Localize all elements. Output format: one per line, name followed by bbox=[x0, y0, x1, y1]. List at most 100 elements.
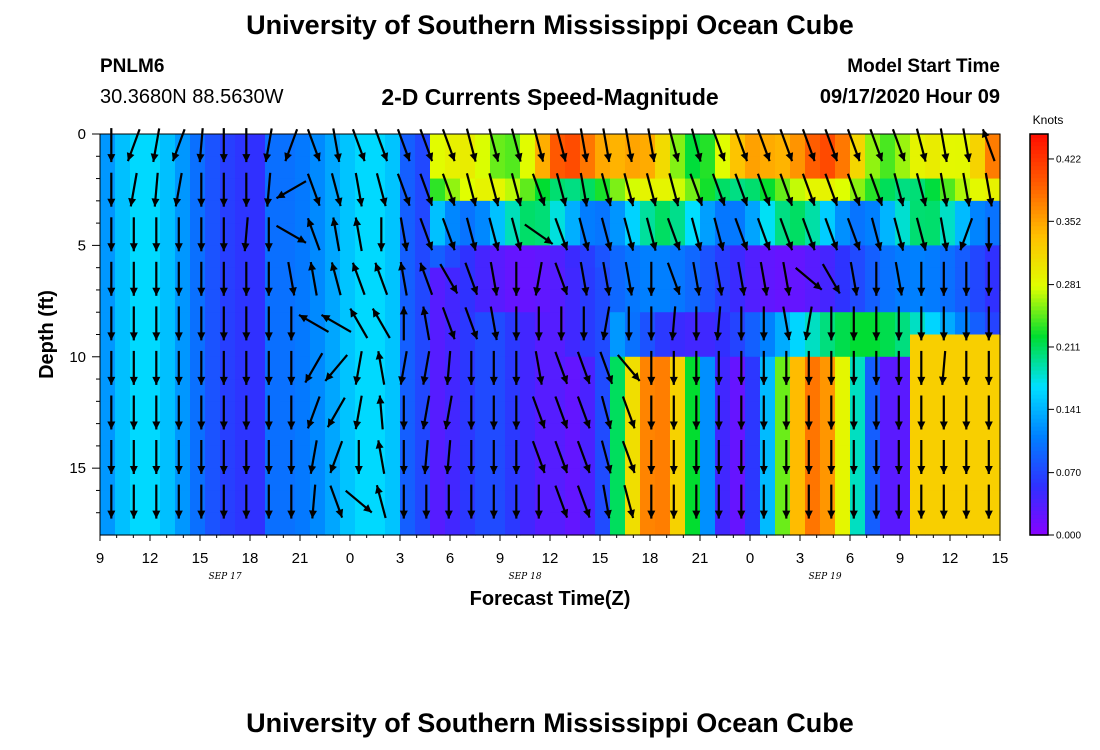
heatmap-cell bbox=[895, 468, 911, 492]
current-arrow bbox=[849, 350, 858, 385]
heatmap-cell bbox=[205, 134, 221, 157]
heatmap-cell bbox=[175, 289, 191, 313]
heatmap-cell bbox=[640, 267, 656, 291]
heatmap-cell bbox=[775, 289, 791, 313]
arrow-head bbox=[959, 241, 967, 251]
heatmap-cell bbox=[400, 445, 416, 469]
heatmap-cell bbox=[445, 289, 461, 313]
heatmap-cell bbox=[490, 512, 506, 536]
heatmap-cell bbox=[595, 401, 611, 425]
heatmap-cell bbox=[640, 401, 656, 425]
heatmap-cell bbox=[520, 289, 536, 313]
heatmap-cell bbox=[760, 512, 776, 536]
arrow-head bbox=[984, 421, 993, 430]
x-tick-label: 0 bbox=[746, 550, 754, 567]
heatmap-cell bbox=[565, 223, 581, 246]
current-arrow bbox=[512, 395, 521, 430]
heatmap-cell bbox=[865, 401, 881, 425]
heatmap-cell bbox=[790, 156, 806, 180]
arrow-head bbox=[849, 332, 858, 341]
heatmap-cell bbox=[265, 423, 281, 447]
current-arrow bbox=[512, 261, 521, 296]
heatmap-cell bbox=[325, 468, 341, 492]
arrow-head bbox=[126, 152, 135, 162]
heatmap-cell bbox=[940, 423, 956, 447]
current-arrow bbox=[711, 173, 726, 207]
arrow-head bbox=[740, 152, 749, 162]
heatmap-cell bbox=[925, 468, 941, 492]
heatmap-cell bbox=[355, 134, 371, 157]
colorbar-segment bbox=[1030, 494, 1048, 500]
current-arrow bbox=[576, 440, 591, 474]
arrow-head bbox=[716, 287, 725, 296]
arrow-head bbox=[694, 241, 703, 251]
arrow-head bbox=[197, 421, 206, 430]
current-arrow bbox=[801, 173, 816, 207]
heatmap-cell bbox=[850, 200, 866, 224]
current-arrow bbox=[467, 350, 476, 385]
arrow-head bbox=[284, 152, 292, 162]
colorbar-segment bbox=[1030, 414, 1048, 420]
heatmap-cell bbox=[940, 445, 956, 469]
heatmap-cell bbox=[505, 200, 521, 224]
heatmap-cell bbox=[175, 401, 191, 425]
heatmap-cell bbox=[775, 134, 791, 157]
arrow-head bbox=[872, 287, 881, 296]
current-arrow bbox=[827, 484, 836, 519]
current-arrow bbox=[353, 395, 363, 430]
arrow-head bbox=[375, 440, 384, 449]
heatmap-cell bbox=[520, 490, 536, 514]
heatmap-cell bbox=[160, 289, 176, 313]
arrow-head bbox=[242, 332, 251, 341]
arrow-head bbox=[669, 376, 678, 385]
heatmap-cell bbox=[685, 223, 701, 246]
heatmap-cell bbox=[475, 334, 491, 358]
heatmap-cell bbox=[550, 156, 566, 180]
heatmap-cell bbox=[445, 134, 461, 157]
heatmap-cell bbox=[340, 245, 356, 269]
heatmap-cell bbox=[985, 468, 1001, 492]
heatmap-cell bbox=[700, 200, 716, 224]
heatmap-cell bbox=[100, 356, 116, 380]
current-arrow bbox=[534, 306, 543, 341]
heatmap-cell bbox=[715, 512, 731, 536]
current-arrow bbox=[714, 395, 723, 430]
current-arrow bbox=[374, 262, 389, 296]
heatmap-cell bbox=[235, 178, 251, 202]
heatmap-cell bbox=[970, 178, 986, 202]
arrow-head bbox=[897, 197, 905, 207]
heatmap-cell bbox=[820, 468, 836, 492]
arrow-head bbox=[264, 287, 273, 296]
heatmap-cell bbox=[625, 289, 641, 313]
heatmap-cell bbox=[700, 512, 716, 536]
heatmap-cell bbox=[520, 334, 536, 358]
heatmap-cell bbox=[190, 379, 206, 402]
heatmap-cell bbox=[790, 401, 806, 425]
colorbar-segment bbox=[1030, 454, 1048, 460]
arrow-head bbox=[419, 262, 427, 272]
heatmap-cell bbox=[895, 401, 911, 425]
heatmap-cell bbox=[790, 200, 806, 224]
colorbar-segment bbox=[1030, 450, 1048, 456]
arrow-head bbox=[647, 510, 656, 519]
arrow-head bbox=[875, 196, 884, 206]
heatmap-cell bbox=[460, 289, 476, 313]
heatmap-cell bbox=[820, 178, 836, 202]
arrow-head bbox=[403, 196, 411, 206]
heatmap-cell bbox=[445, 490, 461, 514]
arrow-head bbox=[242, 421, 251, 430]
arrow-head bbox=[647, 421, 656, 430]
arrow-head bbox=[107, 154, 116, 163]
current-arrow bbox=[512, 350, 521, 385]
heatmap-cell bbox=[430, 356, 446, 380]
arrow-head bbox=[174, 466, 183, 474]
heatmap-cell bbox=[760, 223, 776, 246]
heatmap-cell bbox=[865, 289, 881, 313]
arrow-head bbox=[600, 331, 609, 341]
arrow-head bbox=[673, 285, 681, 295]
heatmap-cell bbox=[745, 490, 761, 514]
heatmap-cell bbox=[595, 178, 611, 202]
current-arrow bbox=[399, 484, 408, 519]
heatmap-cell bbox=[310, 200, 326, 224]
heatmap-cell bbox=[670, 267, 686, 291]
